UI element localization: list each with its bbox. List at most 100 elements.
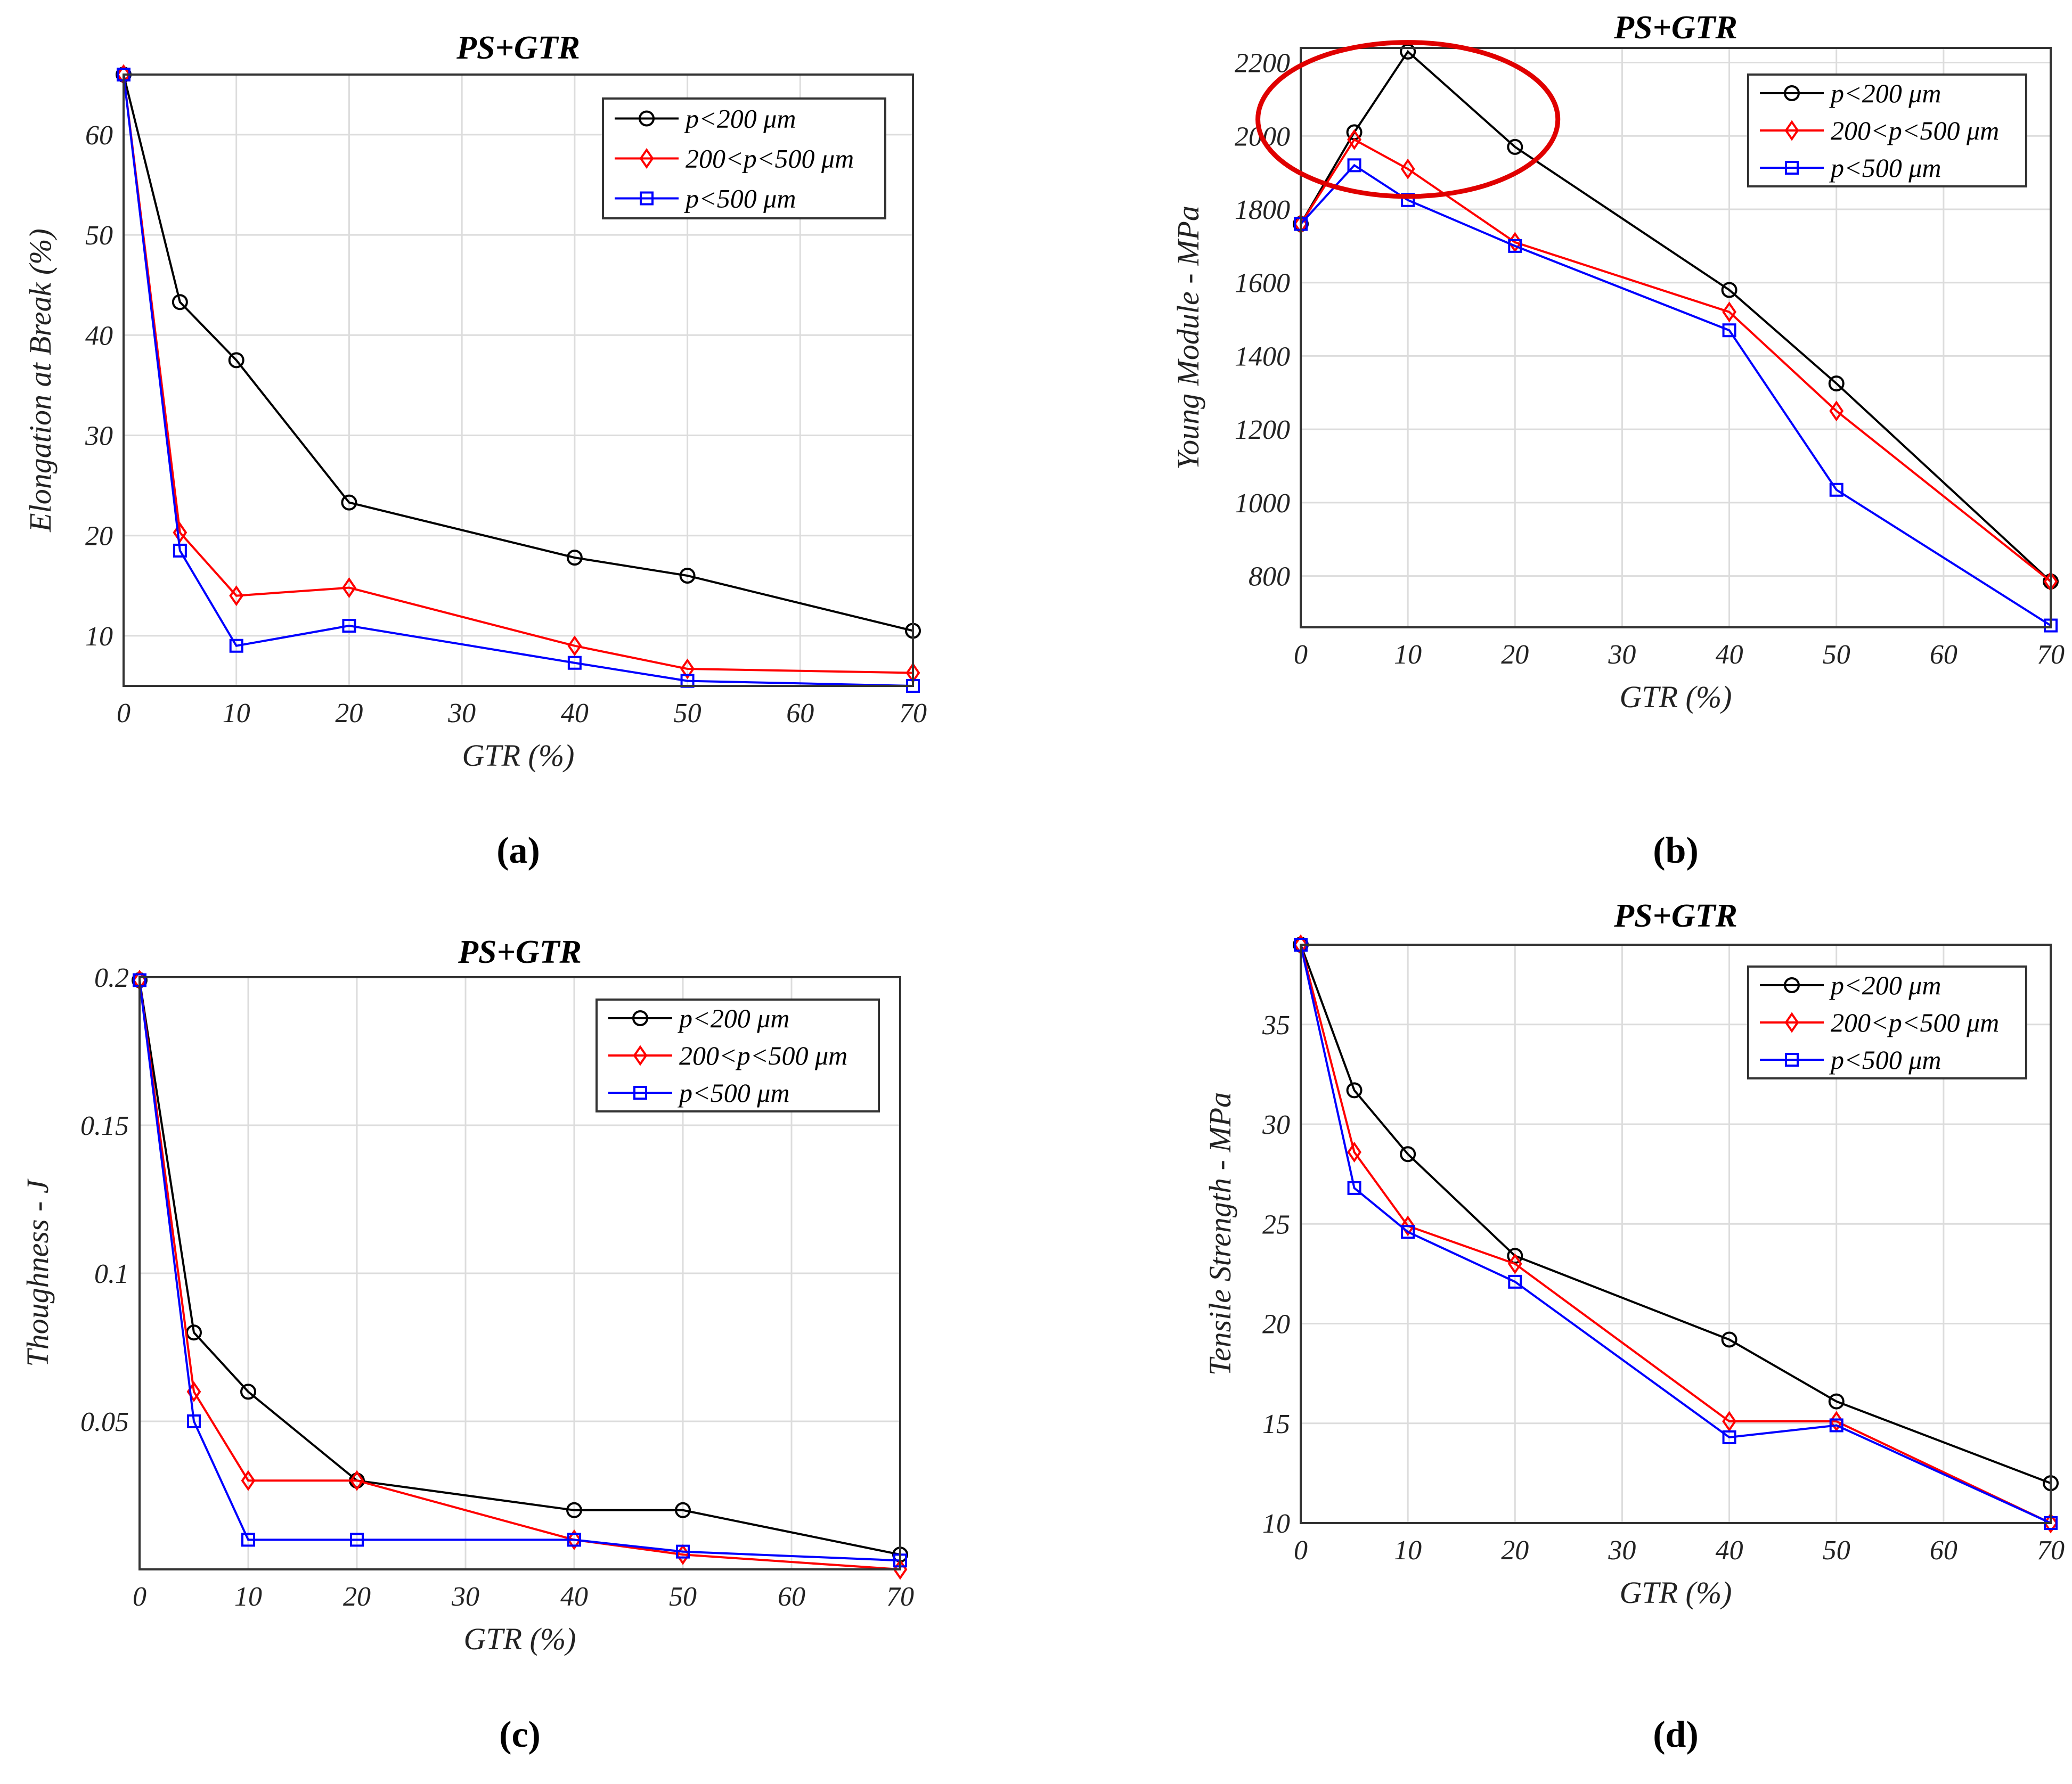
y-axis-label: Tensile Strength - MPa xyxy=(1203,1092,1237,1376)
y-tick-label: 20 xyxy=(85,521,113,552)
x-tick-label: 60 xyxy=(1930,640,1957,670)
data-point xyxy=(1828,1393,1845,1410)
y-tick-label: 40 xyxy=(85,321,113,351)
data-point xyxy=(1722,1430,1736,1444)
legend-marker xyxy=(1784,85,1800,101)
y-tick-label: 2200 xyxy=(1235,48,1290,79)
axes-frame xyxy=(1300,47,2052,628)
data-point xyxy=(567,635,582,657)
x-tick-label: 70 xyxy=(886,1582,914,1612)
y-tick-label: 25 xyxy=(1262,1209,1290,1240)
legend-label: 200<p<500 μm xyxy=(1831,1008,1999,1037)
axes-frame xyxy=(123,73,914,687)
x-axis-label: GTR (%) xyxy=(463,1622,576,1656)
y-tick-label: 35 xyxy=(1262,1010,1290,1041)
x-tick-label: 60 xyxy=(1930,1535,1957,1566)
legend-marker xyxy=(640,191,654,206)
legend-label: p<200 μm xyxy=(678,1003,789,1033)
data-point xyxy=(240,1384,256,1400)
data-point xyxy=(1347,1181,1361,1195)
panel-caption: (d) xyxy=(1653,1714,1699,1755)
chart-title: PS+GTR xyxy=(1613,898,1737,934)
series-line-2 xyxy=(138,980,901,1570)
highlight-ellipse xyxy=(1255,40,1561,199)
legend-marker xyxy=(1784,977,1800,993)
data-point xyxy=(567,656,582,670)
data-point xyxy=(1400,158,1415,179)
legend-label: p<200 μm xyxy=(1829,78,1941,108)
y-axis-label: Young Module - MPa xyxy=(1171,206,1205,470)
y-tick-label: 0.05 xyxy=(80,1407,129,1437)
data-point xyxy=(1829,482,1843,497)
x-tick-label: 10 xyxy=(223,698,250,729)
legend-marker xyxy=(1785,1053,1799,1067)
data-point xyxy=(1721,282,1737,298)
legend-label: p<500 μm xyxy=(1829,1045,1941,1075)
x-tick-label: 50 xyxy=(674,698,701,729)
legend-marker xyxy=(633,1045,648,1066)
data-point xyxy=(1722,301,1736,323)
data-point xyxy=(172,294,188,310)
legend-marker xyxy=(632,1010,648,1026)
x-tick-label: 50 xyxy=(669,1582,697,1612)
chart-title: PS+GTR xyxy=(456,30,580,66)
y-tick-label: 20 xyxy=(1262,1310,1290,1340)
data-point xyxy=(341,494,357,511)
y-tick-label: 0.15 xyxy=(80,1111,129,1141)
data-point xyxy=(1722,323,1736,338)
data-point xyxy=(228,352,244,369)
panel-caption: (c) xyxy=(499,1714,541,1755)
data-point xyxy=(675,1502,691,1518)
series-line-2 xyxy=(123,74,913,674)
x-tick-label: 0 xyxy=(117,698,130,729)
legend-label: 200<p<500 μm xyxy=(1831,116,1999,145)
data-point xyxy=(567,1529,582,1550)
y-tick-label: 15 xyxy=(1262,1409,1290,1439)
data-point xyxy=(350,1533,364,1547)
x-tick-label: 20 xyxy=(335,698,363,729)
y-axis-label: Thoughness - J xyxy=(20,1178,55,1366)
x-tick-label: 10 xyxy=(1394,1535,1422,1566)
legend-marker xyxy=(1785,161,1799,175)
data-point xyxy=(676,1544,690,1559)
x-tick-label: 40 xyxy=(560,1582,588,1612)
x-tick-label: 70 xyxy=(2037,1535,2065,1566)
x-tick-label: 50 xyxy=(1823,1535,1850,1566)
x-tick-label: 20 xyxy=(1501,640,1529,670)
data-point xyxy=(567,1533,581,1547)
y-tick-label: 1200 xyxy=(1235,415,1290,445)
chart-title: PS+GTR xyxy=(1613,10,1737,46)
x-tick-label: 10 xyxy=(234,1582,262,1612)
y-axis-label: Elongation at Break (%) xyxy=(23,228,58,533)
data-point xyxy=(342,619,356,633)
x-tick-label: 40 xyxy=(561,698,589,729)
legend-label: p<200 μm xyxy=(1829,970,1941,1000)
legend-marker xyxy=(633,1086,647,1100)
x-tick-label: 30 xyxy=(1608,640,1636,670)
data-point xyxy=(241,1470,256,1491)
legend-label: p<500 μm xyxy=(678,1078,789,1108)
data-point xyxy=(1828,375,1845,392)
data-point xyxy=(1508,1274,1522,1289)
x-tick-label: 0 xyxy=(133,1582,146,1612)
data-point xyxy=(1401,1225,1415,1239)
y-tick-label: 1000 xyxy=(1235,488,1290,519)
data-point xyxy=(1721,1331,1737,1348)
data-point xyxy=(173,543,187,558)
y-tick-label: 1400 xyxy=(1235,341,1290,372)
axes-frame xyxy=(1300,944,2052,1524)
data-point xyxy=(173,522,187,543)
x-tick-label: 50 xyxy=(1823,640,1850,670)
x-tick-label: 40 xyxy=(1716,1535,1743,1566)
chart-panel-b: 0 10 20 30 40 50 60 70 800 1000 1200 1400 1600 1800 20… xyxy=(1171,10,2065,871)
y-tick-label: 10 xyxy=(85,621,113,652)
y-tick-label: 0.1 xyxy=(94,1259,129,1289)
legend-marker xyxy=(1784,1012,1799,1033)
series-line-2 xyxy=(1300,944,2051,1524)
data-point xyxy=(680,658,695,680)
x-tick-label: 60 xyxy=(778,1582,805,1612)
legend-label: 200<p<500 μm xyxy=(679,1041,847,1070)
y-tick-label: 30 xyxy=(1262,1110,1290,1140)
